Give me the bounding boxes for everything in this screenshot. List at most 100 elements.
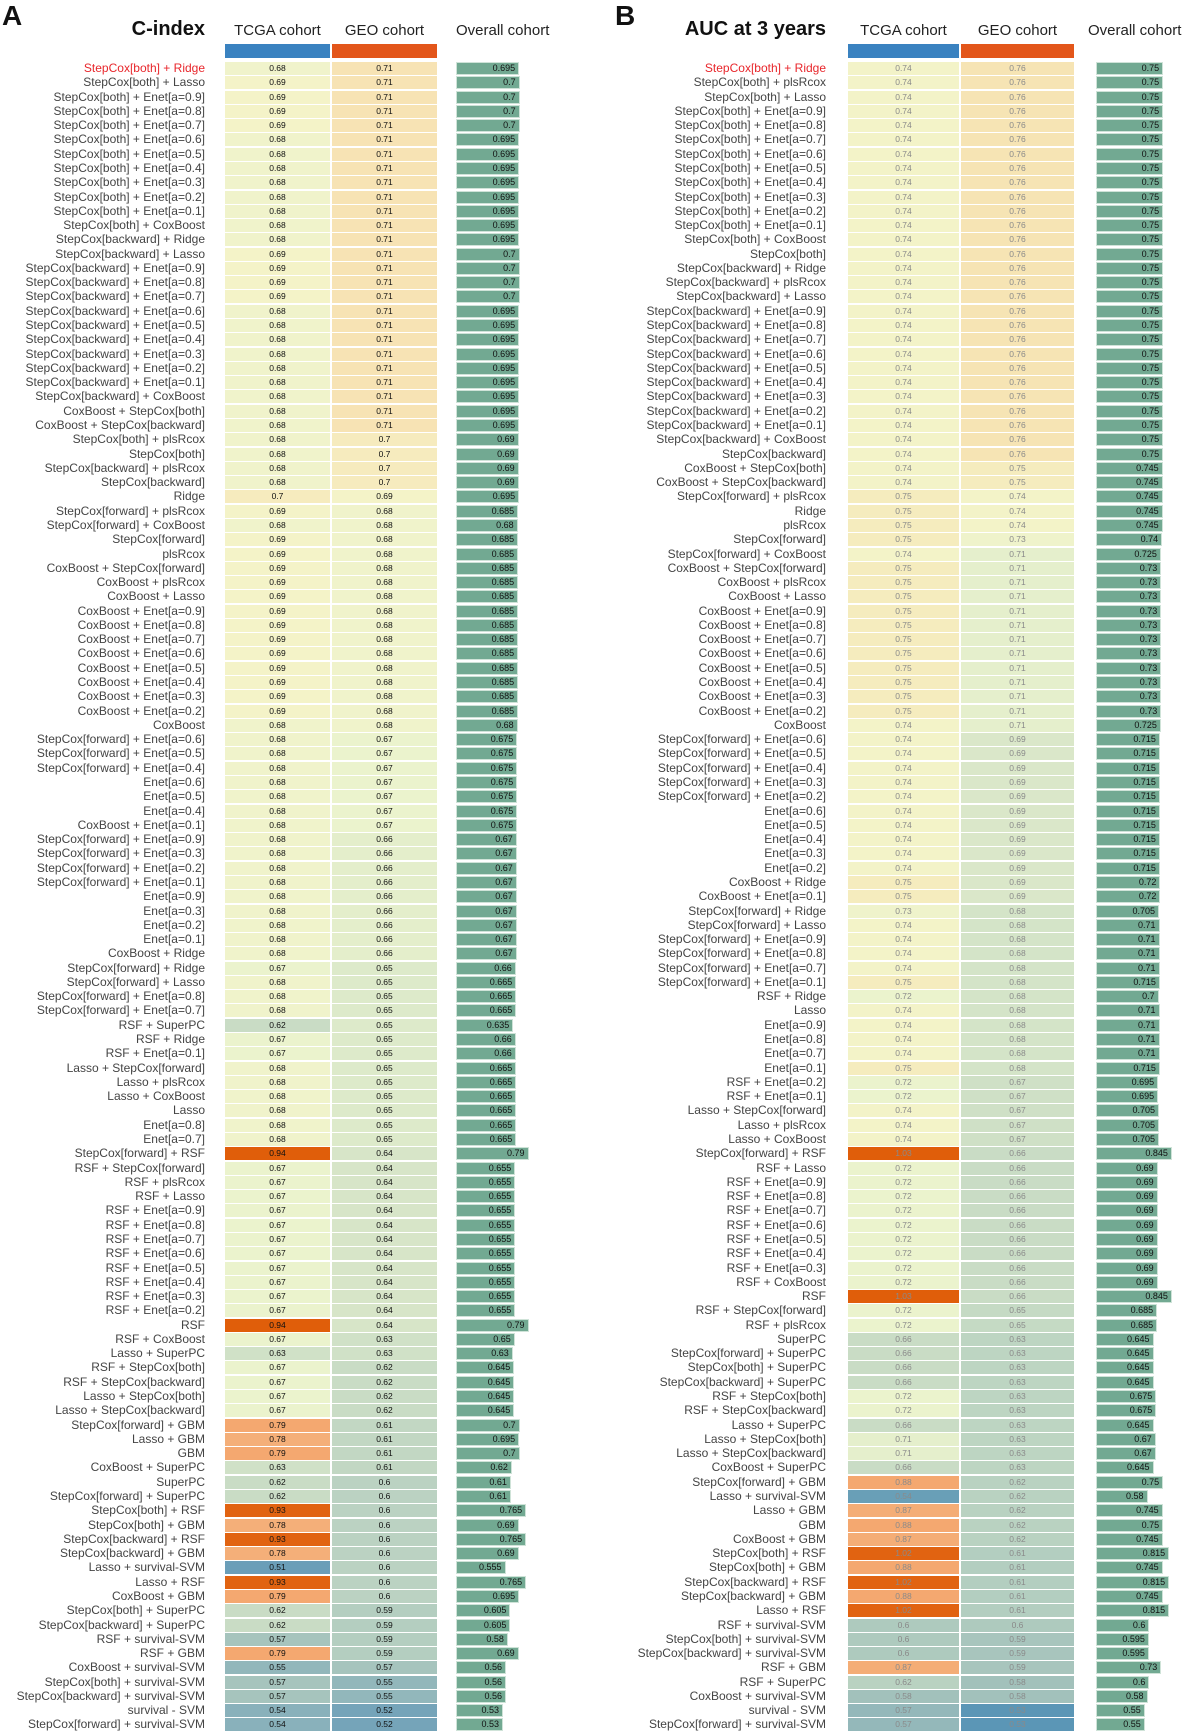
tcga-color-bar: [848, 44, 959, 58]
heatmap-cell-tcga: 0.68: [225, 875, 330, 889]
heatmap-cell-tcga: 0.74: [848, 304, 959, 318]
heatmap-cell-geo: 0.71: [332, 419, 437, 432]
heatmap-cell-tcga: 0.79: [225, 1589, 330, 1603]
row-label: StepCox[forward] + plsRcox: [55, 503, 205, 518]
heatmap-cell-tcga: 0.68: [225, 818, 330, 832]
row-label: RSF + Enet[a=0.9]: [105, 1203, 205, 1218]
heatmap-cell-geo: 0.67: [332, 790, 437, 804]
heatmap-cell-tcga: 0.75: [848, 1061, 959, 1075]
row-label: Lasso + CoxBoost: [728, 1132, 826, 1146]
row-label: StepCox[forward] + RSF: [74, 1146, 205, 1161]
row-label: Lasso + StepCox[backward]: [676, 1446, 826, 1461]
heatmap-cell-geo: 0.69: [961, 804, 1074, 818]
heatmap-cell-tcga: 0.67: [225, 1047, 330, 1061]
heatmap-cell-geo: 0.71: [332, 333, 437, 347]
heatmap-cell-geo: 0.68: [961, 961, 1074, 975]
overall-bar: 0.745: [1096, 1504, 1163, 1518]
heatmap-cell-tcga: 0.68: [225, 1061, 330, 1075]
row-label: RSF + Enet[a=0.4]: [105, 1274, 205, 1289]
overall-bar: 0.665: [456, 1004, 517, 1018]
row-label: StepCox[both] + survival-SVM: [44, 1674, 205, 1689]
heatmap-cell-geo: 0.69: [961, 833, 1074, 847]
heatmap-cell-geo: 0.68: [961, 990, 1074, 1004]
heatmap-cell-tcga: 0.67: [225, 1204, 330, 1218]
row-label: CoxBoost + StepCox[both]: [684, 460, 826, 475]
overall-bar: 0.75: [1096, 1518, 1164, 1532]
heatmap-cell-tcga: 0.94: [225, 1318, 330, 1332]
heatmap-cell-geo: 0.76: [961, 247, 1074, 261]
heatmap-cell-geo: 0.76: [961, 176, 1074, 190]
overall-bar: 0.69: [456, 1518, 519, 1532]
heatmap-cell-tcga: 0.93: [225, 1504, 330, 1518]
row-label: RSF + Enet[a=0.5]: [105, 1260, 205, 1275]
row-label: Enet[a=0.4]: [143, 803, 205, 818]
row-label: RSF + survival-SVM: [96, 1631, 205, 1646]
overall-bar: 0.75: [1096, 376, 1164, 390]
row-label: CoxBoost + Enet[a=0.8]: [77, 617, 205, 632]
overall-bar: 0.75: [1096, 176, 1164, 190]
overall-bar: 0.715: [1096, 804, 1160, 818]
row-label: SuperPC: [156, 1474, 205, 1489]
overall-bar: 0.73: [1096, 633, 1162, 647]
heatmap-cell-tcga: 0.54: [225, 1718, 330, 1732]
row-label: CoxBoost: [152, 717, 205, 732]
heatmap-cell-geo: 0.76: [961, 133, 1074, 147]
row-label: CoxBoost + Enet[a=0.8]: [698, 617, 826, 632]
row-label: SuperPC: [777, 1331, 826, 1346]
heatmap-cell-tcga: 0.68: [225, 204, 330, 218]
heatmap-cell-tcga: 0.62: [225, 1018, 330, 1032]
row-label: StepCox[forward] + Enet[a=0.2]: [36, 860, 205, 875]
heatmap-cell-geo: 0.68: [332, 618, 437, 632]
overall-bar: 0.69: [1096, 1218, 1158, 1232]
heatmap-cell-tcga: 0.68: [225, 133, 330, 147]
overall-bar: 0.66: [456, 1047, 516, 1061]
heatmap-cell-geo: 0.66: [961, 1190, 1074, 1204]
row-label: StepCox[backward] + Enet[a=0.9]: [25, 260, 205, 275]
heatmap-cell-geo: 0.76: [961, 261, 1074, 275]
overall-bar: 0.67: [456, 861, 517, 875]
overall-bar: 0.69: [1096, 1175, 1158, 1189]
column-header-overall: Overall cohort: [456, 22, 550, 39]
heatmap-cell-tcga: 0.74: [848, 419, 959, 432]
row-label: StepCox[forward] + Enet[a=0.7]: [36, 1003, 205, 1018]
heatmap-cell-tcga: 0.67: [225, 1161, 330, 1175]
overall-bar: 0.53: [456, 1718, 503, 1732]
heatmap-cell-geo: 0.61: [961, 1575, 1074, 1589]
heatmap-cell-tcga: 0.57: [848, 1718, 959, 1732]
row-label: Lasso + StepCox[both]: [704, 1431, 826, 1446]
row-label: RSF: [802, 1289, 826, 1304]
heatmap-cell-tcga: 0.69: [225, 690, 330, 704]
heatmap-cell-geo: 0.7: [332, 447, 437, 461]
row-label: StepCox[backward] + Enet[a=0.3]: [646, 389, 826, 404]
row-label: Enet[a=0.1]: [764, 1060, 826, 1075]
row-label: StepCox[forward] + Enet[a=0.1]: [36, 874, 205, 889]
heatmap-cell-tcga: 0.74: [848, 747, 959, 761]
heatmap-cell-geo: 0.63: [961, 1361, 1074, 1375]
heatmap-cell-tcga: 0.74: [848, 476, 959, 490]
row-label: RSF + Enet[a=0.7]: [726, 1203, 826, 1218]
heatmap-cell-geo: 0.71: [332, 219, 437, 233]
heatmap-cell-geo: 0.59: [332, 1632, 437, 1646]
heatmap-cell-geo: 0.76: [961, 290, 1074, 304]
overall-bar: 0.665: [456, 1090, 517, 1104]
row-label: RSF + Enet[a=0.1]: [726, 1089, 826, 1104]
row-label: CoxBoost + Enet[a=0.1]: [698, 889, 826, 904]
row-label: StepCox[backward] + Enet[a=0.7]: [25, 289, 205, 304]
heatmap-cell-geo: 0.62: [961, 1518, 1074, 1532]
heatmap-cell-geo: 0.64: [332, 1147, 437, 1161]
heatmap-cell-tcga: 0.51: [225, 1561, 330, 1575]
heatmap-cell-tcga: 0.68: [225, 718, 330, 732]
overall-bar: 0.71: [1096, 918, 1160, 932]
heatmap-cell-geo: 0.76: [961, 161, 1074, 175]
row-label: StepCox[backward] + SuperPC: [659, 1374, 826, 1389]
heatmap-cell-geo: 0.76: [961, 376, 1074, 390]
overall-bar: 0.75: [1096, 119, 1164, 133]
heatmap-cell-tcga: 0.74: [848, 176, 959, 190]
heatmap-cell-tcga: 0.75: [848, 590, 959, 604]
overall-bar: 0.685: [1096, 1318, 1158, 1332]
row-label: StepCox[both] + SuperPC: [687, 1360, 826, 1375]
overall-bar: 0.635: [456, 1018, 514, 1032]
panel-title: C-index: [131, 18, 205, 40]
row-label: RSF + CoxBoost: [115, 1331, 205, 1346]
overall-bar: 0.75: [1096, 433, 1164, 447]
